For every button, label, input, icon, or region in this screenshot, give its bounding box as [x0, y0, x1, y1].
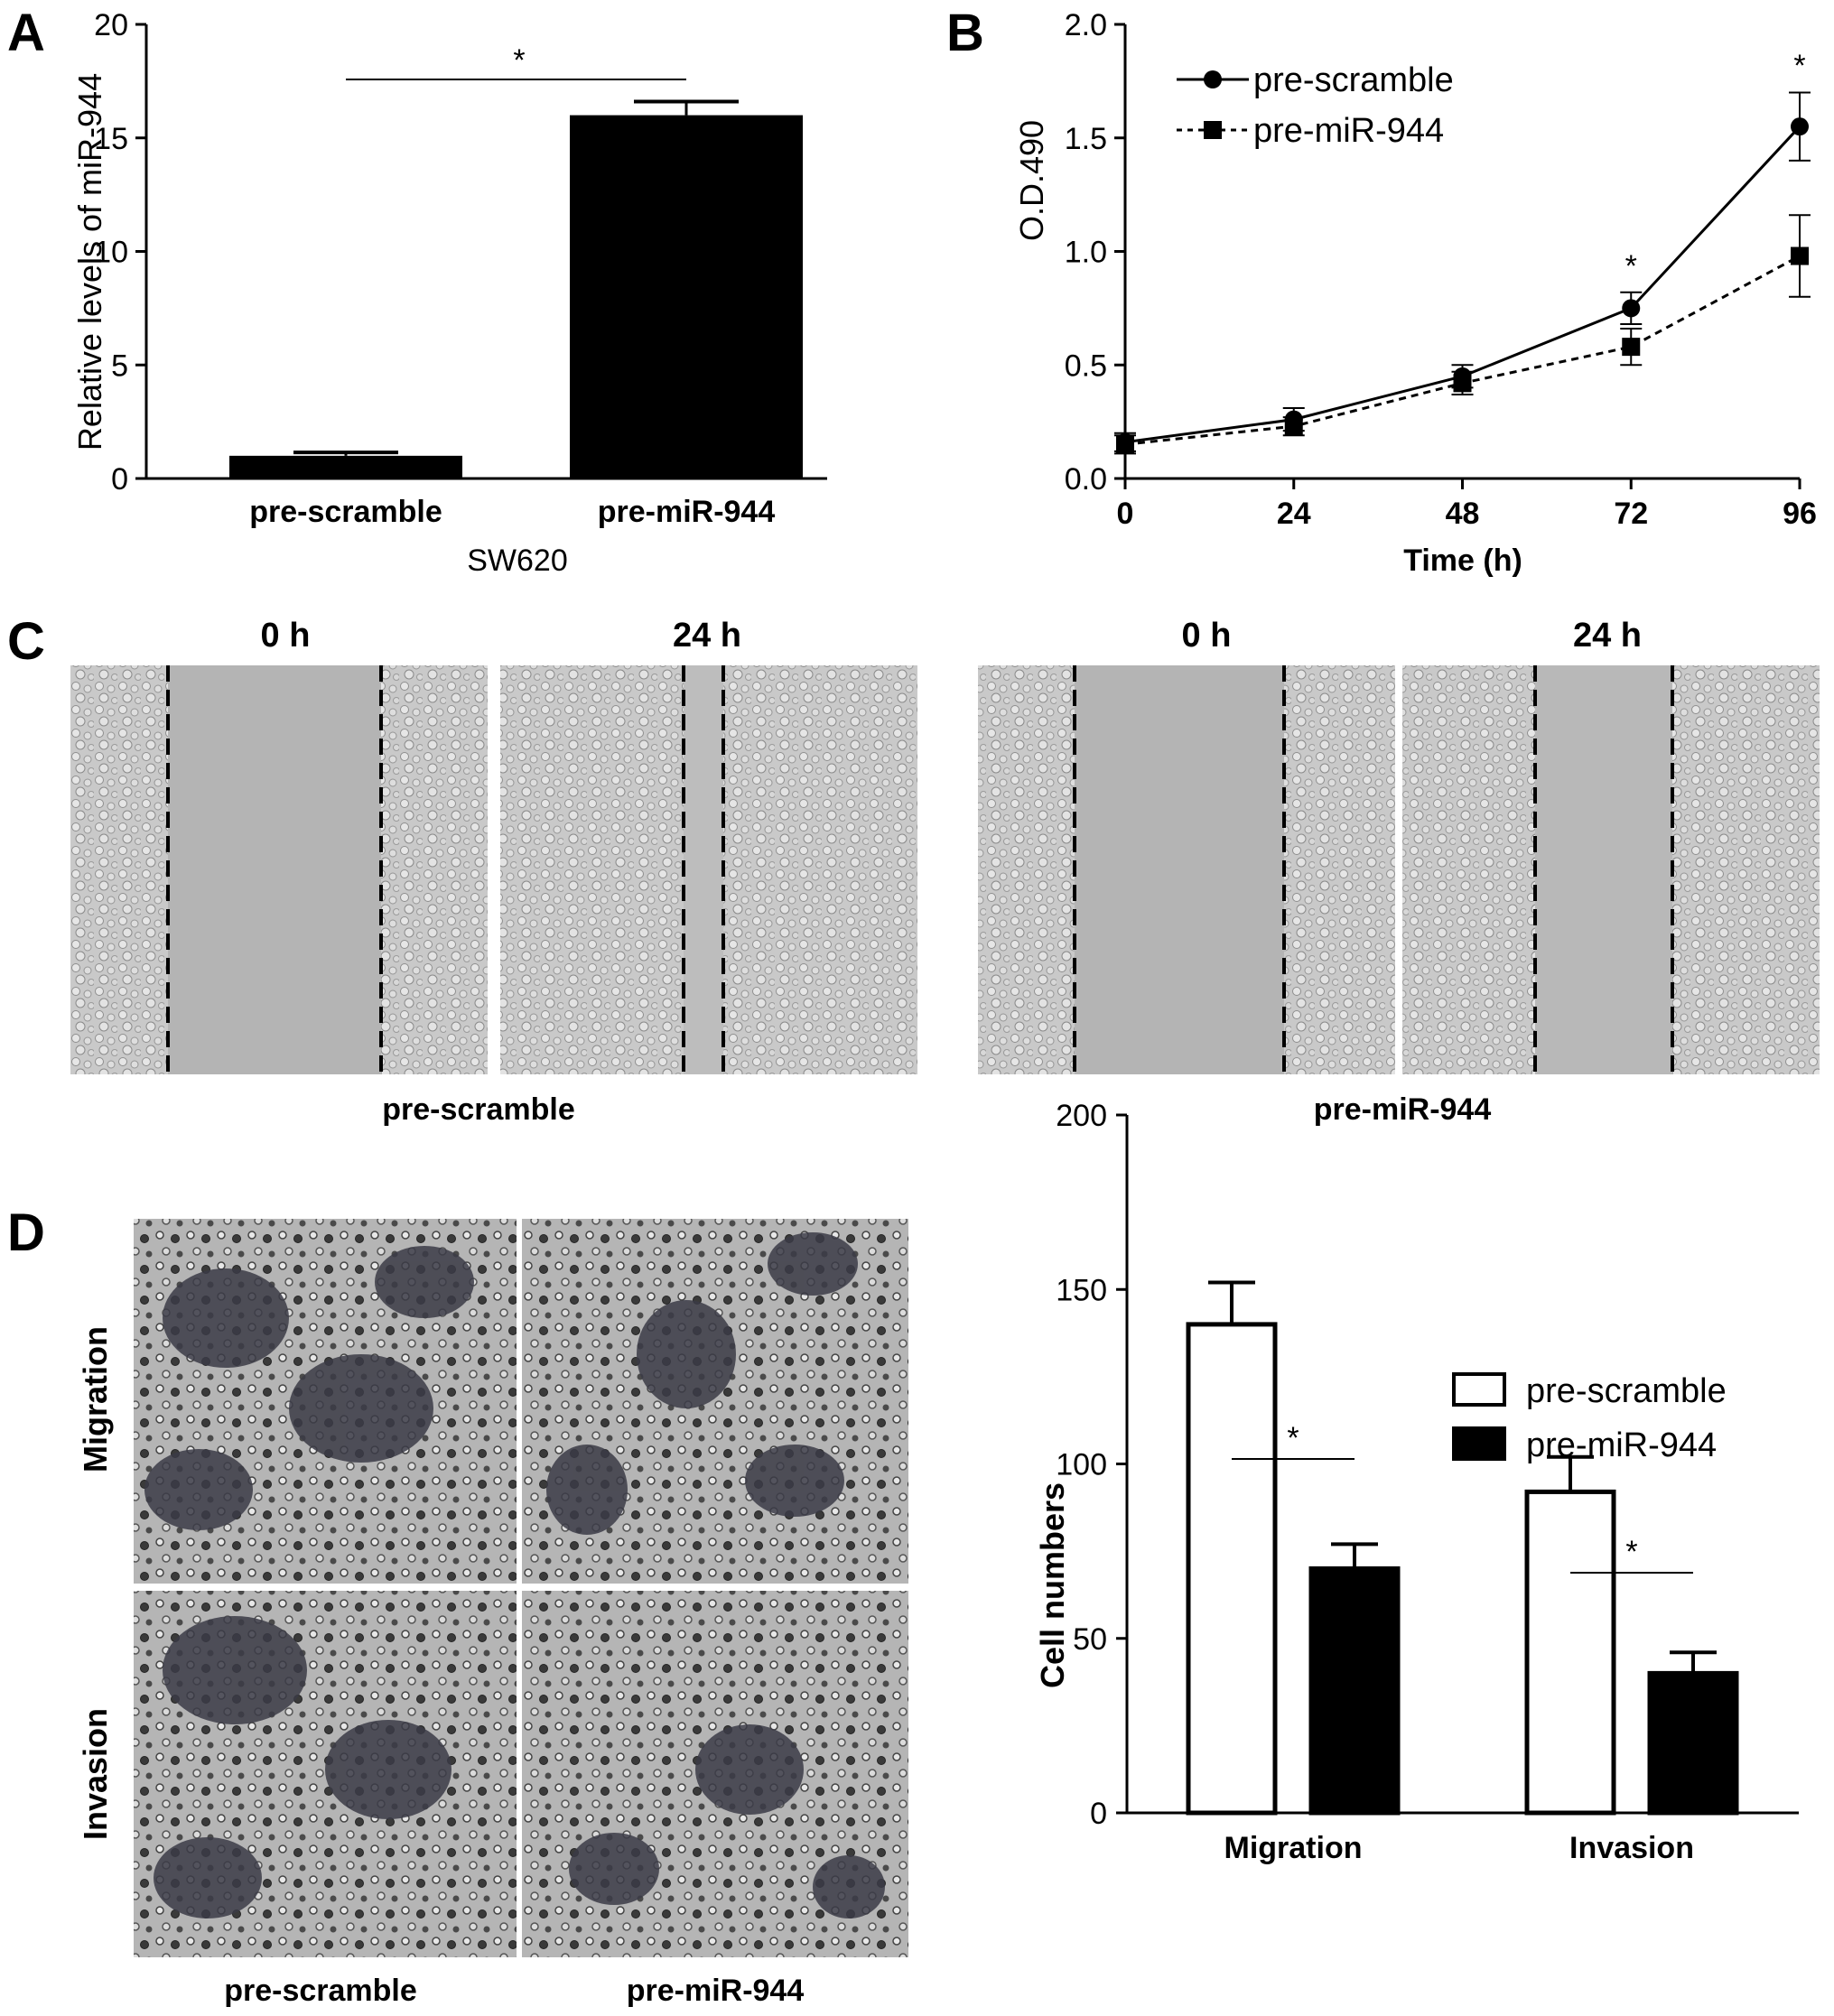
panel-a-y-tick-label: 20 — [94, 8, 128, 42]
panel-b-x-tick-label: 24 — [1277, 497, 1311, 531]
panel-d-x-tick-label-invasion: Invasion — [1569, 1831, 1694, 1865]
panel-d-bar-invasion-pre-mir-944 — [1647, 1670, 1739, 1816]
panel-c-time-label-0h-left: 0 h — [261, 617, 311, 655]
panel-c-time-label-24h-left: 24 h — [673, 617, 741, 655]
wound-image-pre-scramble-0h — [70, 665, 488, 1074]
wound-image-pre-scramble-24h — [500, 665, 917, 1074]
panel-letter-c: C — [7, 612, 45, 671]
panel-b-point-pre-scramble — [1622, 299, 1641, 318]
panel-c-time-label-0h-right: 0 h — [1182, 617, 1232, 655]
panel-d-bar-migration-pre-mir-944 — [1308, 1565, 1401, 1816]
panel-d-row-label-migration: Migration — [77, 1326, 114, 1473]
panel-a-y-tick-label: 0 — [111, 462, 128, 497]
panel-a-y-tick-label: 10 — [94, 236, 128, 270]
panel-d-y-tick-label: 150 — [1056, 1273, 1107, 1307]
panel-a-y-axis-label: Relative levels of miR-944 — [71, 73, 108, 451]
panel-d-bar-chart: Cell numbers 0 50 100 150 200 * Migration * Inva… — [1034, 1099, 1799, 1865]
panel-letter-b: B — [946, 4, 984, 62]
wound-image-pre-mir-944-0h — [978, 665, 1395, 1074]
panel-b-y-axis-label: O.D.490 — [1013, 120, 1050, 241]
panel-d-bar-invasion-pre-scramble — [1524, 1489, 1616, 1816]
panel-a-y-tick-label: 15 — [94, 122, 128, 156]
panel-b-y-tick-label: 2.0 — [1065, 8, 1107, 42]
panel-b-x-tick-label: 48 — [1446, 497, 1480, 531]
panel-b-y-tick-label: 0.5 — [1065, 348, 1107, 383]
panel-b-x-tick-label: 96 — [1783, 497, 1817, 531]
panel-d-legend-swatch-pre-scramble — [1452, 1372, 1506, 1407]
panel-d-legend-label-pre-mir-944: pre-miR-944 — [1526, 1426, 1717, 1464]
panel-a-bar-pre-mir-944 — [570, 115, 803, 478]
panel-b-point-pre-scramble — [1791, 117, 1809, 136]
panel-a-x-tick-label-pre-mir-944: pre-miR-944 — [598, 495, 776, 529]
panel-b-x-tick-label: 0 — [1117, 497, 1134, 531]
wound-image-pre-mir-944-24h — [1402, 665, 1820, 1074]
panel-b-x-tick-label: 72 — [1614, 497, 1648, 531]
panel-d-y-tick-label: 200 — [1056, 1099, 1107, 1133]
panel-c-time-label-24h-right: 24 h — [1573, 617, 1642, 655]
panel-d-col-label-pre-mir-944: pre-miR-944 — [627, 1974, 805, 2008]
panel-b-point-pre-mir-944 — [1284, 417, 1303, 436]
panel-b-legend-marker-pre-mir-944 — [1204, 121, 1222, 139]
panel-b-point-pre-mir-944 — [1622, 338, 1641, 357]
panel-d-row-label-invasion: Invasion — [77, 1708, 114, 1840]
cell-clusters — [144, 1232, 885, 1918]
panel-letter-a: A — [7, 4, 45, 62]
panel-b-point-pre-mir-944 — [1453, 374, 1472, 393]
panel-d-y-axis-label: Cell numbers — [1034, 1482, 1071, 1688]
panel-b-significance-star: * — [1793, 49, 1805, 83]
panel-b-y-tick-label: 1.0 — [1065, 236, 1107, 270]
panel-d-col-label-pre-scramble: pre-scramble — [224, 1974, 417, 2008]
panel-d-transwell-images: Migration Invasion pre-scramble pre-miR-… — [77, 1219, 908, 2008]
panel-d-legend-swatch-pre-mir-944 — [1452, 1426, 1506, 1461]
panel-d-y-tick-label: 100 — [1056, 1448, 1107, 1482]
panel-b-point-pre-mir-944 — [1791, 246, 1809, 265]
panel-b-series-line-pre-mir-944 — [1124, 255, 1801, 446]
panel-a-bar-pre-scramble — [229, 455, 462, 478]
panel-a-x-axis-label: SW620 — [467, 543, 568, 578]
panel-c-wound-healing: 0 h 24 h 0 h 24 h pre-scramble — [70, 617, 1820, 1127]
panel-a-bar-chart: Relative levels of miR-944 pre-scramble … — [71, 8, 827, 578]
panel-d-significance-star-migration: * — [1287, 1421, 1299, 1455]
panel-b-legend-marker-pre-scramble — [1204, 70, 1222, 88]
panel-b-y-tick-label: 0.0 — [1065, 462, 1107, 497]
panel-b-line-chart: O.D.490 Time (h) 0.0 0.5 1.0 1.5 2.0 0 24 48 72 9… — [1013, 8, 1817, 578]
panel-b-legend-label-pre-scramble: pre-scramble — [1253, 61, 1454, 99]
panel-d-y-tick-label: 0 — [1090, 1797, 1107, 1831]
panel-d-x-tick-label-migration: Migration — [1224, 1831, 1363, 1865]
panel-b-legend-label-pre-mir-944: pre-miR-944 — [1253, 112, 1444, 150]
panel-d-significance-star-invasion: * — [1625, 1535, 1637, 1569]
panel-b-point-pre-mir-944 — [1116, 435, 1134, 454]
panel-b-significance-star: * — [1625, 249, 1637, 283]
panel-b-y-tick-label: 1.5 — [1065, 122, 1107, 156]
panel-d-bar-migration-pre-scramble — [1186, 1322, 1278, 1816]
panel-a-significance-star: * — [513, 43, 525, 78]
panel-a-x-tick-label-pre-scramble: pre-scramble — [249, 495, 442, 529]
panel-b-x-axis-label: Time (h) — [1403, 543, 1522, 578]
panel-c-group-label-pre-mir-944: pre-miR-944 — [1314, 1092, 1492, 1127]
panel-c-group-label-pre-scramble: pre-scramble — [382, 1092, 575, 1127]
panel-letter-d: D — [7, 1203, 45, 1262]
panel-d-y-tick-label: 50 — [1073, 1622, 1107, 1657]
panel-d-legend-label-pre-scramble: pre-scramble — [1526, 1372, 1727, 1410]
panel-a-y-tick-label: 5 — [111, 348, 128, 383]
